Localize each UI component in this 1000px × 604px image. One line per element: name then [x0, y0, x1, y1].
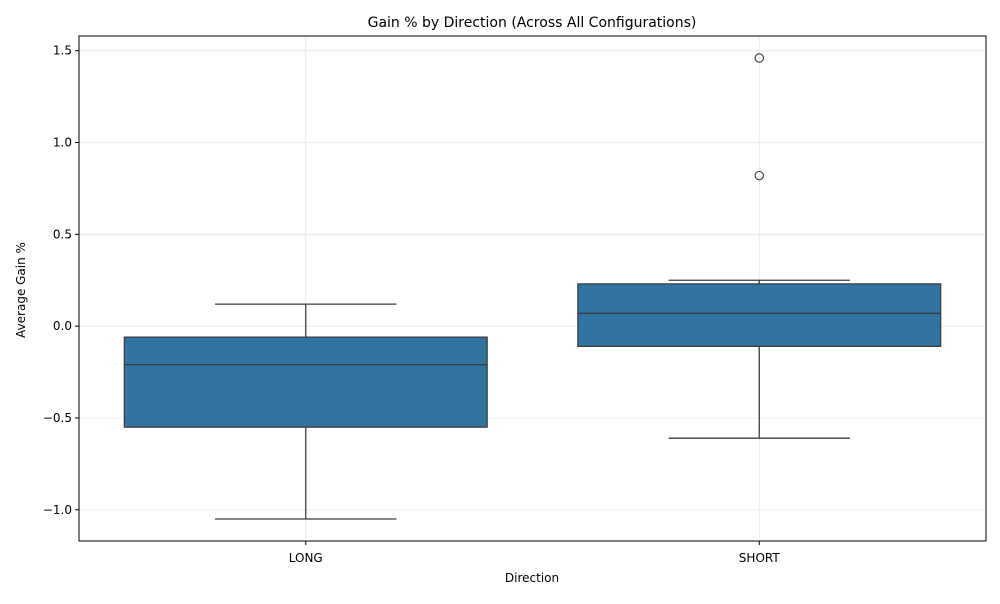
box-layer	[123, 53, 942, 520]
iqr-box	[123, 336, 488, 428]
y-tick-label: −0.5	[43, 411, 72, 425]
y-tick-label: 0.5	[53, 227, 72, 241]
iqr-box	[577, 283, 942, 347]
outlier-point	[754, 170, 764, 181]
box-long	[123, 303, 488, 520]
chart-title: Gain % by Direction (Across All Configur…	[368, 15, 697, 31]
y-tick-label: 1.0	[53, 136, 72, 150]
box-short	[577, 53, 942, 439]
y-tick-label: −1.0	[43, 503, 72, 517]
plot-area-frame	[78, 35, 987, 542]
y-axis-title: Average Gain %	[14, 242, 28, 338]
x-tick-label: LONG	[289, 551, 323, 565]
x-tick-label: SHORT	[739, 551, 781, 565]
tick-layer: −1.0 −0.5 0.0 0.5 1.0 1.5 LONG SHORT	[43, 44, 780, 565]
outlier-point	[754, 53, 764, 63]
x-axis-title: Direction	[505, 571, 559, 585]
y-tick-label: 0.0	[53, 319, 72, 333]
y-tick-label: 1.5	[53, 44, 72, 58]
